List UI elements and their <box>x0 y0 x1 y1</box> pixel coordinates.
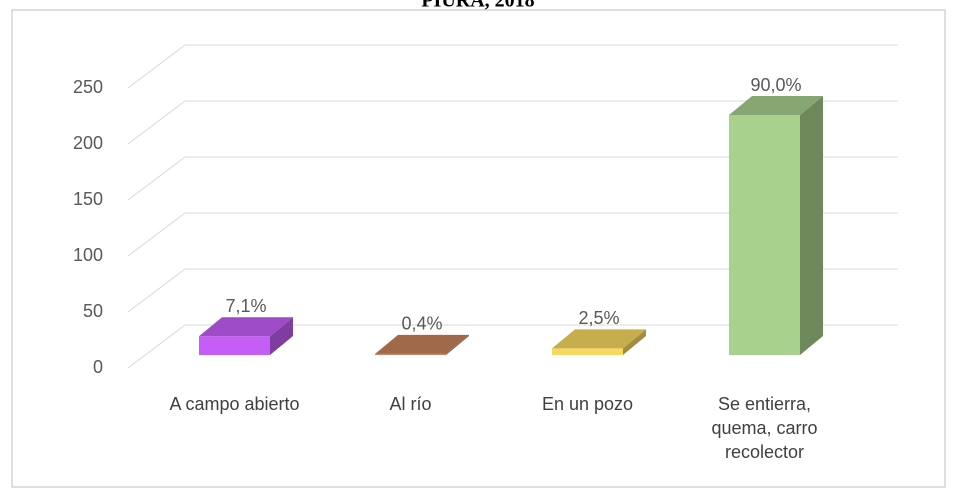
grid-line <box>127 324 898 369</box>
bar-side <box>446 334 469 355</box>
x-tick-label: A campo abierto <box>169 394 300 414</box>
grid-line <box>127 156 898 201</box>
bar-top <box>552 329 646 349</box>
bar <box>552 348 623 355</box>
y-tick-label: 0 <box>93 357 103 377</box>
y-tick-label: 200 <box>73 133 103 153</box>
bar-side <box>270 317 293 355</box>
chart-title: PIURA, 2018 <box>421 0 534 12</box>
y-tick-label: 150 <box>73 189 103 209</box>
bar-top <box>729 96 823 115</box>
y-tick-label: 100 <box>73 245 103 265</box>
data-label: 90,0% <box>750 75 801 95</box>
grid-line <box>127 100 898 145</box>
bar <box>375 353 446 355</box>
y-tick-label: 50 <box>83 301 103 321</box>
bar <box>729 115 800 355</box>
data-label: 2,5% <box>578 308 619 328</box>
bar-side <box>623 329 646 355</box>
x-tick-label: Se entierra, quema, carro recolector <box>711 394 818 462</box>
bar-side <box>800 96 823 355</box>
chart-frame <box>11 9 946 488</box>
bar-top <box>199 317 293 337</box>
y-tick-label: 250 <box>73 77 103 97</box>
data-label: 7,1% <box>225 296 266 316</box>
bar <box>199 336 270 355</box>
grid-line <box>127 268 898 313</box>
bar-top <box>375 334 469 354</box>
data-label: 0,4% <box>401 314 442 334</box>
grid-line <box>127 212 898 257</box>
x-tick-label: Al río <box>389 394 432 414</box>
x-tick-label: En un pozo <box>541 394 634 414</box>
grid-line <box>127 44 898 89</box>
